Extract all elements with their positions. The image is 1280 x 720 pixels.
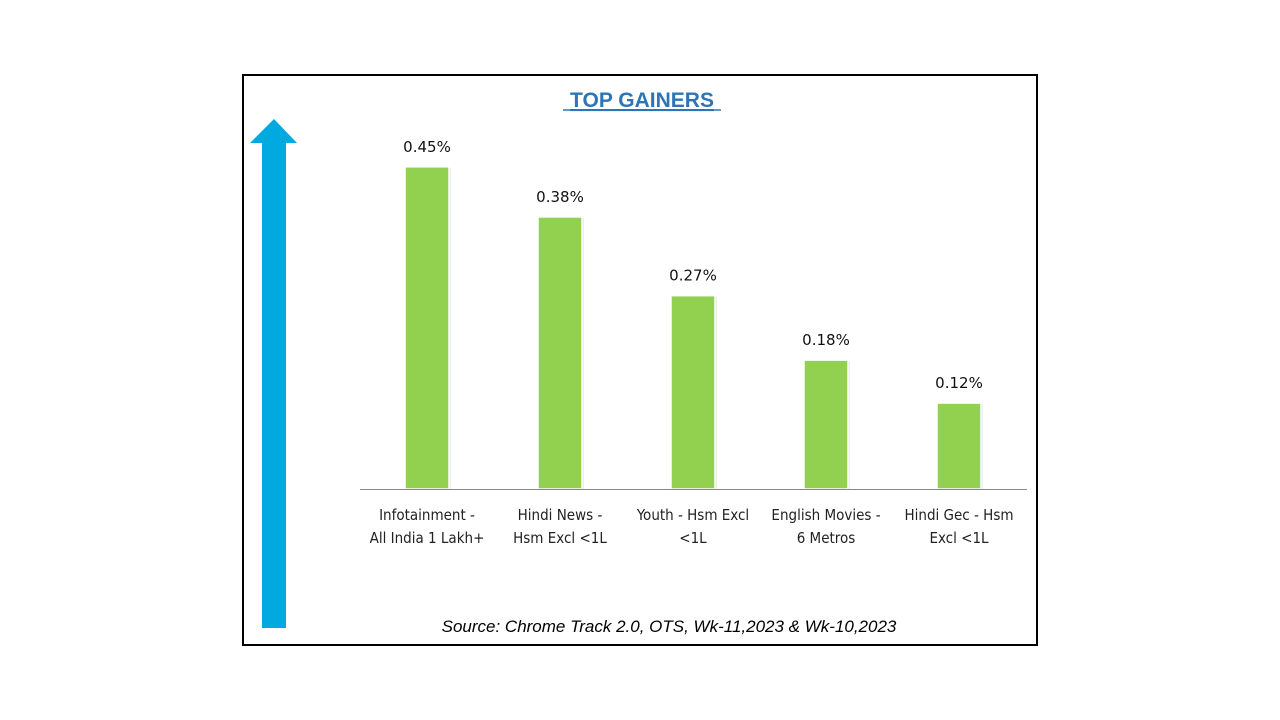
data-label: 0.45%: [403, 138, 451, 156]
bar: [404, 166, 450, 490]
category-label: Hsm Excl <1L: [513, 529, 607, 547]
bar: [537, 216, 583, 490]
data-label: 0.27%: [669, 267, 717, 285]
category-label: All India 1 Lakh+: [370, 529, 485, 547]
source-note: Source: Chrome Track 2.0, OTS, Wk-11,202…: [442, 617, 897, 636]
category-label: English Movies -: [771, 506, 880, 524]
bar: [670, 294, 716, 490]
chart-frame: [242, 74, 1038, 646]
data-label: 0.18%: [802, 331, 850, 349]
category-label: Excl <1L: [929, 529, 989, 547]
data-label: 0.38%: [536, 188, 584, 206]
up-arrow-icon: [250, 119, 297, 628]
bars: 0.45% 0.38% 0.27% 0.18% 0.12%: [403, 138, 983, 491]
category-label: 6 Metros: [797, 529, 856, 547]
data-label: 0.12%: [935, 374, 983, 392]
category-label: Hindi Gec - Hsm: [904, 506, 1013, 524]
category-label: Infotainment -: [379, 506, 475, 524]
category-label: Youth - Hsm Excl: [636, 506, 749, 524]
category-labels: Infotainment - All India 1 Lakh+ Hindi New…: [370, 506, 1014, 547]
bar: [803, 359, 849, 490]
bar: [936, 402, 982, 490]
category-label: Hindi News -: [518, 506, 603, 524]
category-label: <1L: [679, 529, 707, 547]
chart-title: TOP GAINERS: [570, 89, 714, 112]
